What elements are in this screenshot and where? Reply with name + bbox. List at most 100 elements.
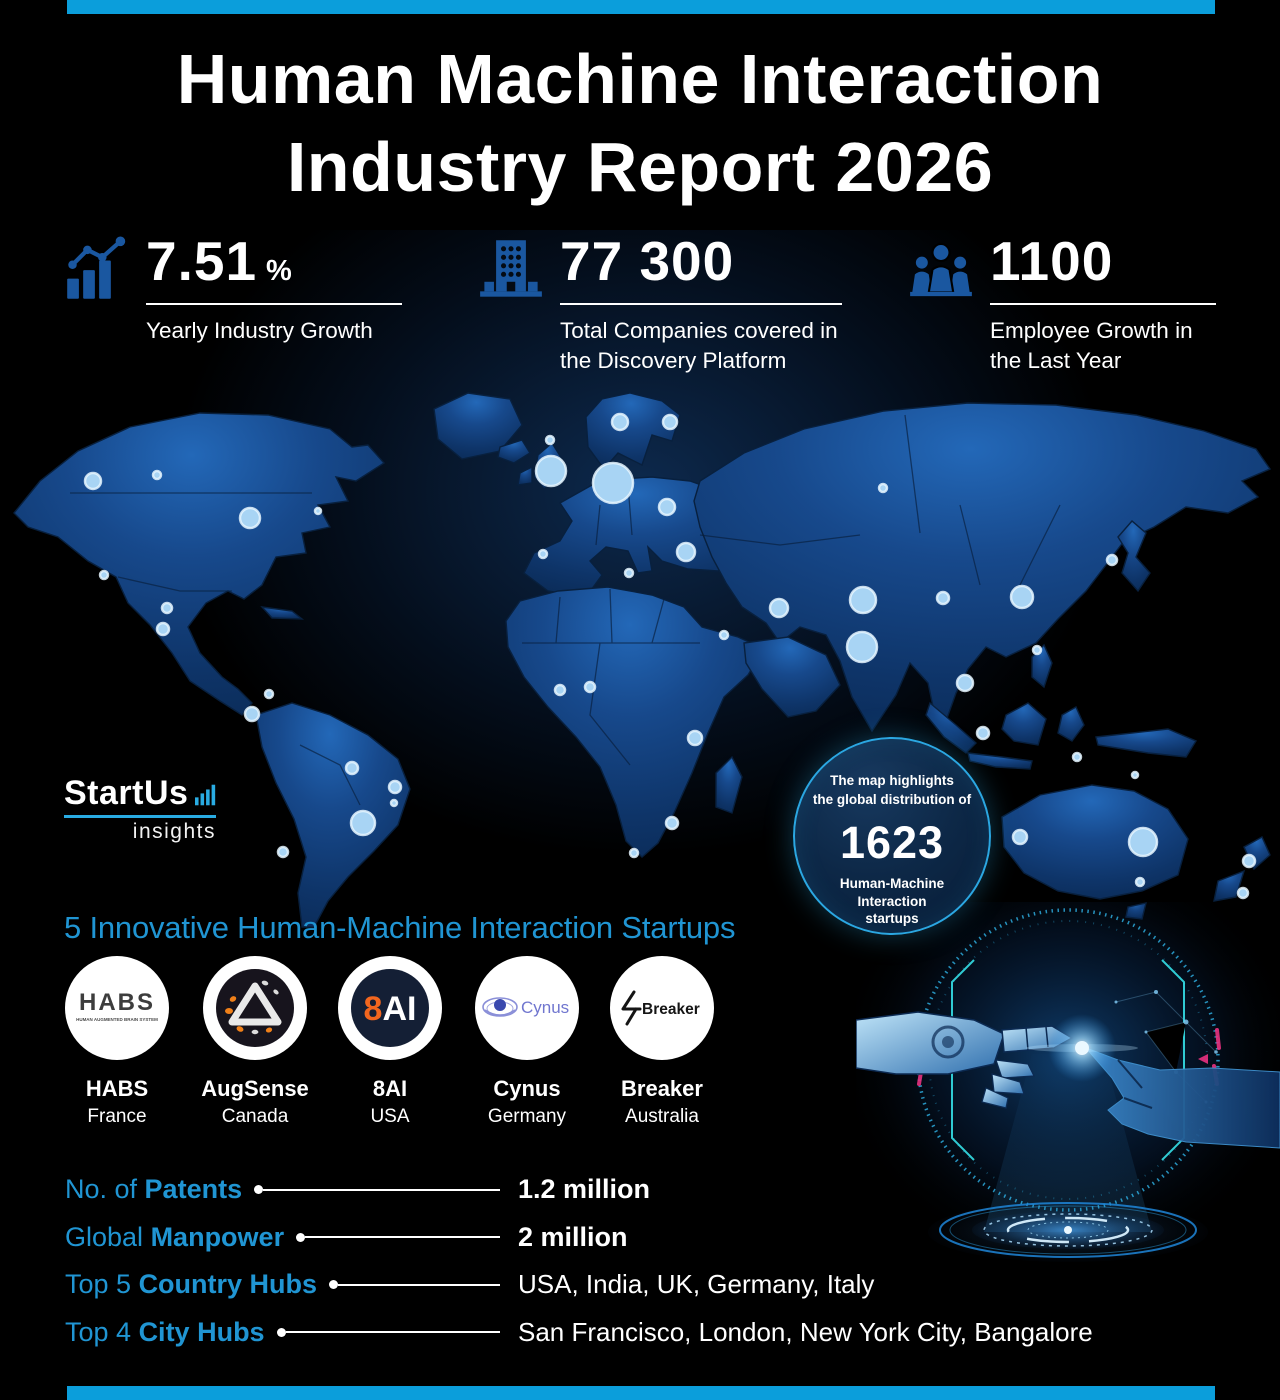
map-bubble: [661, 413, 679, 431]
map-bubble: [389, 798, 399, 808]
fact-value: San Francisco, London, New York City, Ba…: [518, 1316, 1093, 1347]
fact-city-hubs: Top 4 City Hubs San Francisco, London, N…: [65, 1309, 1280, 1357]
startup-name: Cynus: [493, 1076, 561, 1101]
map-bubble: [537, 548, 549, 560]
fact-value: 2 million: [518, 1221, 628, 1252]
world-map: [13, 392, 1272, 928]
map-bubble: [768, 597, 790, 619]
hologram-platform: [928, 1202, 1208, 1262]
startup-country: Australia: [625, 1106, 699, 1127]
connector-line: [296, 1232, 500, 1242]
facts-list: No. of Patents 1.2 million Global Manpow…: [65, 1166, 1280, 1356]
fact-value: USA, India, UK, Germany, Italy: [518, 1269, 875, 1300]
startups-row: HABS HUMAN AUGMENTED BRAIN SYSTEM HABS F…: [0, 956, 780, 1166]
kpi-total-companies: 77 300 Total Companies covered in the Di…: [478, 234, 852, 375]
kpi-value: 77 300: [560, 230, 735, 292]
map-bubble: [718, 629, 730, 641]
map-bubble: [610, 412, 630, 432]
map-bubble: [544, 434, 556, 446]
map-bubble: [935, 590, 951, 606]
map-bubble: [664, 815, 680, 831]
map-bubble: [83, 471, 103, 491]
continents: [13, 392, 1272, 928]
connector-line: [276, 1327, 500, 1337]
connector-line: [329, 1280, 500, 1290]
brand-subtitle: insights: [132, 820, 216, 843]
startup-name: 8AI: [372, 1076, 408, 1101]
map-bubble: [628, 847, 640, 859]
map-bubble: [1105, 553, 1119, 567]
map-bubble: [1011, 828, 1029, 846]
8ai-logo: 8AI: [338, 956, 442, 1060]
employee-people-icon: [910, 242, 972, 297]
startup-breaker: Breaker Breaker Australia: [587, 956, 737, 1128]
map-bubble: [686, 729, 704, 747]
kpi-value: 7.51%: [146, 230, 292, 292]
map-bubble: [675, 541, 697, 563]
startups-section-heading: 5 Innovative Human-Machine Interaction S…: [64, 910, 736, 945]
map-bubble: [657, 497, 677, 517]
startup-habs: HABS HUMAN AUGMENTED BRAIN SYSTEM HABS F…: [42, 956, 192, 1128]
map-bubble: [151, 469, 163, 481]
startup-8ai: 8AI 8AI USA: [315, 956, 465, 1128]
augsense-logo: [203, 956, 307, 1060]
robot-human-hands-image: [855, 902, 1280, 1287]
country-borders: [70, 414, 1061, 806]
brand-name: StartUs: [64, 774, 189, 812]
title-line-2: Industry Report 2026: [286, 127, 994, 206]
map-bubble: [591, 461, 635, 505]
map-bubble: [877, 482, 889, 494]
map-bubble: [975, 725, 991, 741]
fact-country-hubs: Top 5 Country Hubs USA, India, UK, Germa…: [65, 1261, 1280, 1309]
map-bubble: [534, 454, 568, 488]
map-bubble: [1236, 886, 1250, 900]
startup-country: Germany: [487, 1106, 567, 1127]
habs-logo: HABS HUMAN AUGMENTED BRAIN SYSTEM: [65, 956, 169, 1060]
map-bubble: [243, 705, 261, 723]
map-bubble: [238, 506, 262, 530]
map-bubble: [276, 845, 290, 859]
company-building-icon: [480, 240, 542, 297]
map-bubble: [387, 779, 403, 795]
breaker-logo: Breaker: [610, 956, 714, 1060]
map-bubble: [98, 569, 110, 581]
kpi-label: Total Companies covered in the Discovery…: [560, 318, 838, 373]
map-bubble: [553, 683, 567, 697]
kpi-divider: [146, 303, 402, 305]
badge-intro: The map highlights the global distributi…: [812, 773, 972, 807]
connector-line: [254, 1185, 500, 1195]
brand-bars-icon: [195, 784, 216, 806]
startus-insights-logo: StartUs insights: [64, 776, 216, 844]
top-accent-bar: [67, 0, 1215, 14]
svg-text:Cynus: Cynus: [521, 998, 569, 1017]
startup-bubbles: [83, 412, 1257, 900]
fact-patents: No. of Patents 1.2 million: [65, 1166, 1280, 1214]
map-bubble: [263, 688, 275, 700]
kpi-label: Yearly Industry Growth: [146, 318, 373, 343]
map-bubble: [848, 585, 878, 615]
kpi-divider: [990, 303, 1216, 305]
map-bubble: [1031, 644, 1043, 656]
kpi-divider: [560, 303, 842, 305]
startup-count: 1623: [839, 816, 945, 868]
map-bubble: [160, 601, 174, 615]
brand-underline: [64, 815, 216, 818]
map-bubble: [955, 673, 975, 693]
fact-manpower: Global Manpower 2 million: [65, 1214, 1280, 1262]
map-bubble: [583, 680, 597, 694]
startup-name: AugSense: [201, 1076, 309, 1101]
map-bubble: [349, 809, 377, 837]
map-bubble: [845, 630, 879, 664]
title-line-1: Human Machine Interaction: [176, 40, 1104, 118]
startup-name: Breaker: [621, 1076, 703, 1101]
startup-country: France: [87, 1106, 147, 1127]
kpi-employee-growth: 1100 Employee Growth in the Last Year: [908, 234, 1230, 375]
startup-country: USA: [370, 1106, 410, 1127]
badge-subject: Human-Machine Interaction startups: [839, 875, 945, 927]
map-bubble: [344, 760, 360, 776]
map-distribution-badge: The map highlights the global distributi…: [793, 737, 991, 935]
map-bubble: [1134, 876, 1146, 888]
map-bubble: [1071, 751, 1083, 763]
kpi-value: 1100: [990, 230, 1114, 292]
page-title: Human Machine Interaction Industry Repor…: [0, 36, 1280, 211]
